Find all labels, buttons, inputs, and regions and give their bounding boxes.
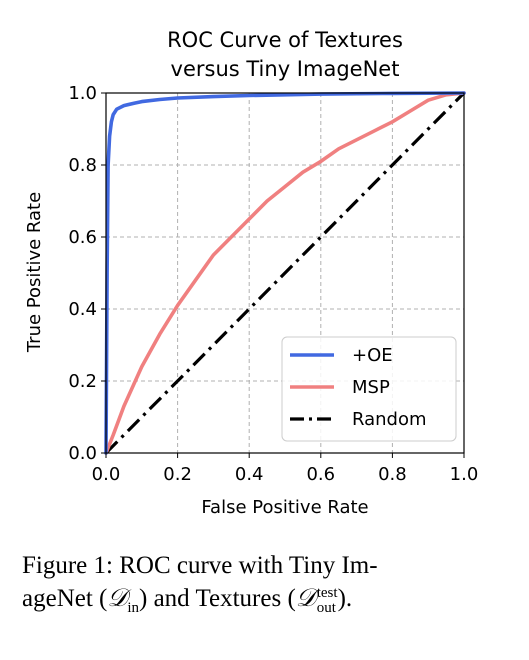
y-tick-label: 0.2: [68, 371, 97, 392]
caption-line-2: ageNet (𝒟in) and Textures (𝒟 test out).: [22, 582, 512, 624]
legend-label: MSP: [352, 377, 390, 398]
d-in-symbol: 𝒟: [107, 583, 128, 612]
x-tick-label: 1.0: [450, 464, 479, 485]
ticks: 0.0 0.2 0.4 0.6 0.8 1.0 0.0 0.2 0.4 0.6 0.8 1.0: [68, 83, 478, 485]
y-tick-label: 1.0: [68, 83, 97, 104]
chart-title-line-2: versus Tiny ImageNet: [171, 57, 400, 81]
caption-text-b: ) and Textures (: [139, 585, 296, 612]
chart-title-line-1: ROC Curve of Textures: [167, 28, 403, 52]
series-layer: [104, 91, 466, 455]
roc-chart: ROC Curve of Textures versus Tiny ImageN…: [24, 28, 478, 518]
series-line-random: [104, 91, 466, 455]
series-line-msp: [104, 91, 466, 455]
figure-caption: Figure 1: ROC curve with Tiny Im- ageNet…: [22, 550, 512, 624]
caption-text-c: ).: [337, 585, 353, 612]
caption-line-1: Figure 1: ROC curve with Tiny Im-: [22, 552, 378, 579]
x-tick-label: 0.8: [378, 464, 407, 485]
series-line-oe: [104, 91, 466, 455]
x-tick-label: 0.4: [235, 464, 264, 485]
legend: +OE MSP Random: [281, 336, 457, 442]
x-axis-label: False Positive Rate: [201, 497, 368, 518]
x-tick-label: 0.6: [306, 464, 335, 485]
y-tick-label: 0.8: [68, 155, 97, 176]
y-tick-label: 0.6: [68, 227, 97, 248]
legend-label: +OE: [352, 345, 393, 366]
y-tick-label: 0.0: [68, 443, 97, 464]
d-in-subscript: in: [127, 600, 139, 616]
y-axis-label: True Positive Rate: [24, 192, 45, 353]
d-out-symbol: 𝒟: [295, 583, 316, 612]
d-out-superscript: test: [316, 585, 338, 601]
legend-box: [281, 336, 457, 442]
x-tick-label: 0.0: [92, 464, 121, 485]
d-out-subscript: out: [316, 600, 336, 616]
d-out-scripts: test out: [317, 586, 338, 616]
caption-text-a: ageNet (: [22, 585, 108, 612]
y-tick-label: 0.4: [68, 299, 97, 320]
x-tick-label: 0.2: [163, 464, 192, 485]
legend-label: Random: [352, 409, 427, 430]
plot-frame: [105, 92, 465, 454]
